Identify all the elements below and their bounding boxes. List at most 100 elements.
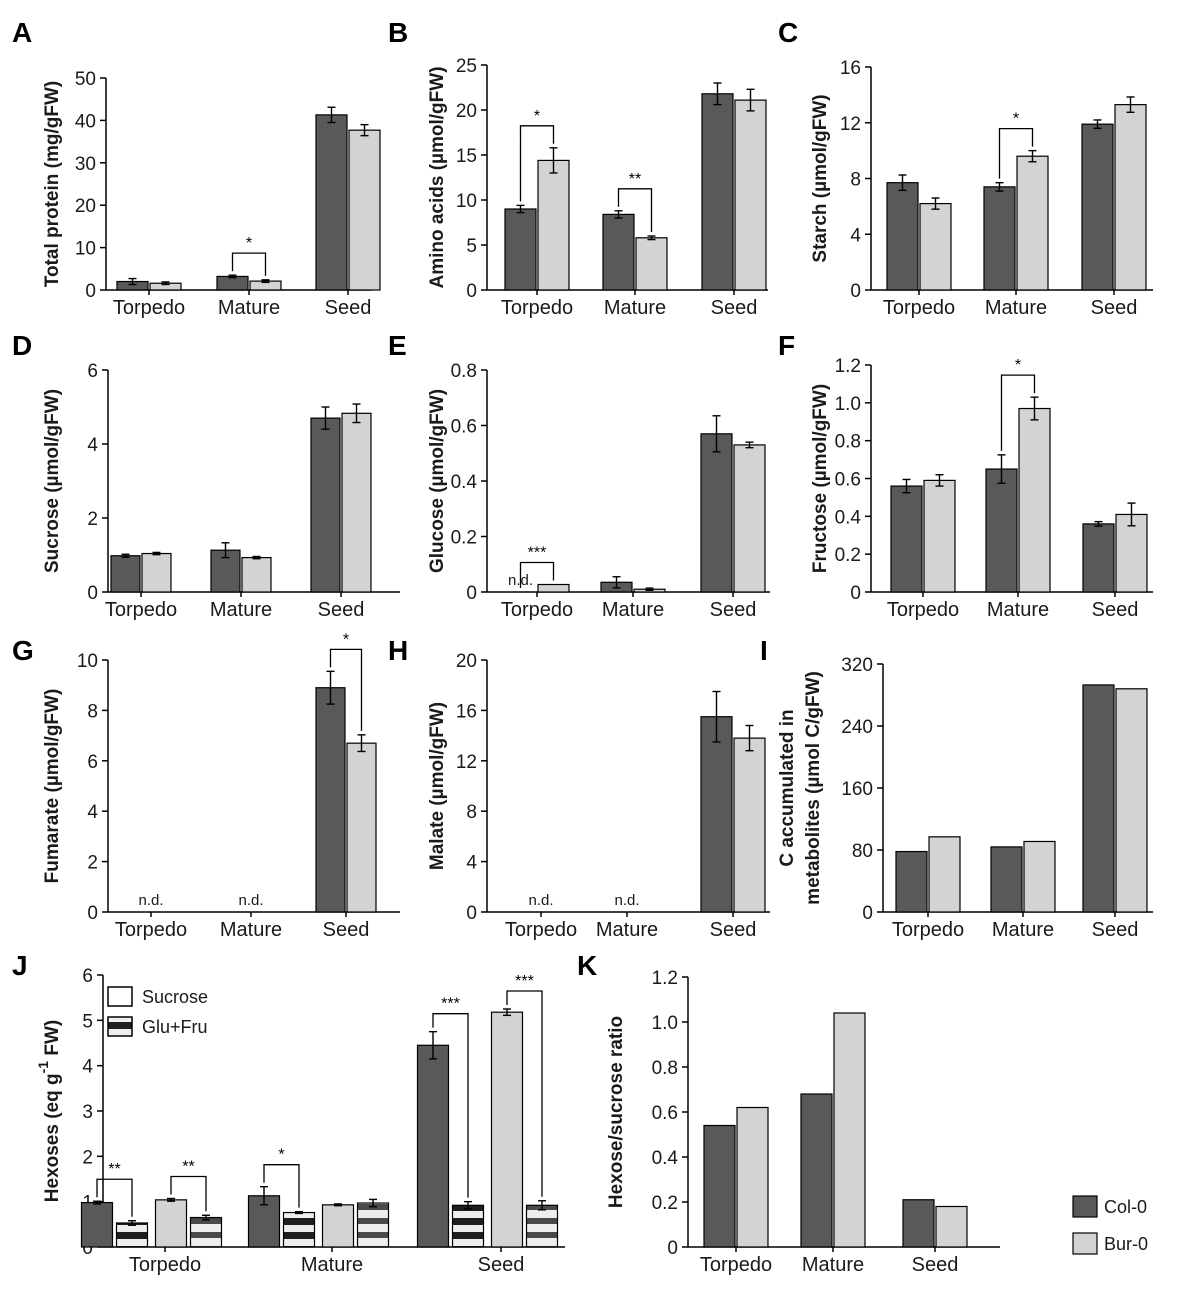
bar-e-seed-col-0 bbox=[700, 433, 733, 593]
y-tick-label: 5 bbox=[82, 1011, 93, 1032]
bar-i-mature-col-0 bbox=[990, 846, 1023, 913]
y-axis-title: Sucrose (µmol/gFW) bbox=[42, 389, 63, 573]
y-tick-label: 30 bbox=[75, 154, 96, 175]
significance-label: ** bbox=[629, 171, 641, 188]
nd-label: n.d. bbox=[528, 892, 553, 909]
y-tick-label: 0 bbox=[82, 1238, 93, 1259]
panel-letter-h: H bbox=[388, 635, 408, 666]
panel-letter-d: D bbox=[12, 330, 32, 361]
y-tick-label: 4 bbox=[87, 802, 98, 823]
bar-g-seed-col-0 bbox=[315, 687, 346, 913]
y-tick-label: 0 bbox=[850, 281, 861, 302]
y-tick-label: 3 bbox=[82, 1102, 93, 1123]
bar-h-seed-col-0 bbox=[700, 716, 733, 913]
panel-g: G 0 2 4 6 8 10 Torpedo Mature Seed Fumarate (µmol/… bbox=[12, 631, 400, 941]
y-axis-title: C accumulated in metabolites (µmol C/gFW) bbox=[777, 671, 824, 905]
y-tick-label: 1.2 bbox=[835, 356, 861, 377]
bar-k-seed-bur-0 bbox=[935, 1205, 968, 1248]
y-tick-label: 12 bbox=[456, 752, 477, 773]
bar-d-torpedo-col-0 bbox=[110, 555, 141, 593]
significance-bracket bbox=[506, 990, 543, 1197]
x-tick-label-seed: Seed bbox=[711, 297, 758, 319]
x-tick-label-seed: Seed bbox=[478, 1254, 525, 1276]
y-tick-label: 2 bbox=[82, 1147, 93, 1168]
significance-bracket bbox=[231, 252, 267, 276]
y-tick-label: 4 bbox=[466, 853, 477, 874]
panel-f: F 0 0.2 0.4 0.6 0.8 1.0 1.2 Torpedo Mature Seed Fru… bbox=[778, 330, 1153, 621]
significance-label: * bbox=[534, 108, 540, 125]
bar-j-torpedo-0 bbox=[80, 1201, 114, 1248]
y-tick-label: 0.8 bbox=[451, 361, 477, 382]
bar-b-mature-col-0 bbox=[602, 213, 635, 291]
y-tick-label: 0.4 bbox=[652, 1148, 679, 1169]
panel-letter-b: B bbox=[388, 17, 408, 48]
x-tick-label-seed: Seed bbox=[1092, 599, 1139, 621]
y-tick-label: 2 bbox=[87, 853, 98, 874]
bar-a-seed-col-0 bbox=[315, 114, 348, 291]
y-tick-label: 2 bbox=[87, 509, 98, 530]
bar-d-seed-bur-0 bbox=[341, 412, 372, 593]
bar-i-torpedo-col-0 bbox=[895, 850, 928, 913]
y-tick-label: 4 bbox=[87, 435, 98, 456]
bar-b-torpedo-bur-0 bbox=[537, 159, 570, 291]
x-tick-label-mature: Mature bbox=[301, 1254, 363, 1276]
y-tick-label: 0.4 bbox=[835, 507, 862, 528]
y-tick-label: 0 bbox=[87, 903, 98, 924]
y-tick-label: 320 bbox=[841, 655, 873, 676]
bar-j-seed-2 bbox=[490, 1011, 524, 1248]
bar-f-torpedo-col-0 bbox=[890, 485, 923, 593]
y-tick-label: 5 bbox=[466, 236, 477, 257]
y-tick-label: 6 bbox=[87, 752, 98, 773]
bar-k-mature-col-0 bbox=[800, 1093, 833, 1248]
x-tick-label-mature: Mature bbox=[596, 919, 658, 941]
x-tick-label-seed: Seed bbox=[1092, 919, 1139, 941]
y-tick-label: 0.6 bbox=[652, 1103, 678, 1124]
bar-h-seed-bur-0 bbox=[733, 737, 766, 913]
bar-f-mature-col-0 bbox=[985, 468, 1018, 593]
y-tick-label: 8 bbox=[466, 802, 477, 823]
y-axis-title: Amino acids (µmol/gFW) bbox=[427, 66, 448, 288]
bar-f-torpedo-bur-0 bbox=[923, 479, 956, 593]
x-tick-label-seed: Seed bbox=[1091, 297, 1138, 319]
nd-label: n.d. bbox=[614, 892, 639, 909]
panel-letter-a: A bbox=[12, 17, 32, 48]
y-tick-label: 10 bbox=[456, 191, 477, 212]
bar-i-torpedo-bur-0 bbox=[928, 836, 961, 913]
y-axis-title: Fumarate (µmol/gFW) bbox=[42, 689, 63, 884]
panel-letter-c: C bbox=[778, 17, 798, 48]
significance-label: ** bbox=[182, 1158, 194, 1175]
y-tick-label: 0 bbox=[466, 281, 477, 302]
significance-label: *** bbox=[515, 973, 534, 990]
panel-letter-i: I bbox=[760, 635, 768, 666]
y-tick-label: 0.2 bbox=[451, 528, 477, 549]
bar-j-mature-2 bbox=[321, 1204, 355, 1248]
bar-c-seed-col-0 bbox=[1081, 123, 1114, 291]
y-tick-label: 0 bbox=[850, 583, 861, 604]
bar-a-mature-col-0 bbox=[216, 275, 249, 291]
significance-bracket bbox=[519, 125, 555, 202]
bar-c-mature-bur-0 bbox=[1016, 155, 1049, 291]
panel-i: I 0 80 160 240 320 Torpedo Mature Seed C accumula… bbox=[760, 635, 1153, 941]
panel-e: E 0 0.2 0.4 0.6 0.8 Torpedo Mature Seed Glucose (… bbox=[388, 330, 770, 621]
y-tick-label: 12 bbox=[840, 114, 861, 135]
y-tick-label: 25 bbox=[456, 56, 477, 77]
y-tick-label: 6 bbox=[82, 966, 93, 987]
legend-swatch-bur0 bbox=[1072, 1232, 1098, 1255]
x-tick-label-torpedo: Torpedo bbox=[113, 297, 185, 319]
x-tick-label-torpedo: Torpedo bbox=[115, 919, 187, 941]
y-tick-label: 0.4 bbox=[451, 472, 478, 493]
x-tick-label-mature: Mature bbox=[802, 1254, 864, 1276]
significance-bracket bbox=[432, 1013, 469, 1198]
significance-label: *** bbox=[441, 996, 460, 1013]
panel-j-legend: Sucrose Glu+Fru bbox=[107, 986, 208, 1037]
significance-bracket bbox=[519, 561, 555, 588]
significance-bracket bbox=[263, 1164, 300, 1208]
y-tick-label: 0 bbox=[667, 1238, 678, 1259]
x-tick-label-mature: Mature bbox=[220, 919, 282, 941]
panel-letter-k: K bbox=[577, 950, 597, 981]
bar-a-seed-bur-0 bbox=[348, 129, 381, 291]
y-tick-label: 0 bbox=[85, 281, 96, 302]
bar-j-seed-1 bbox=[451, 1204, 485, 1248]
y-tick-label: 4 bbox=[850, 225, 861, 246]
x-tick-label-mature: Mature bbox=[210, 599, 272, 621]
